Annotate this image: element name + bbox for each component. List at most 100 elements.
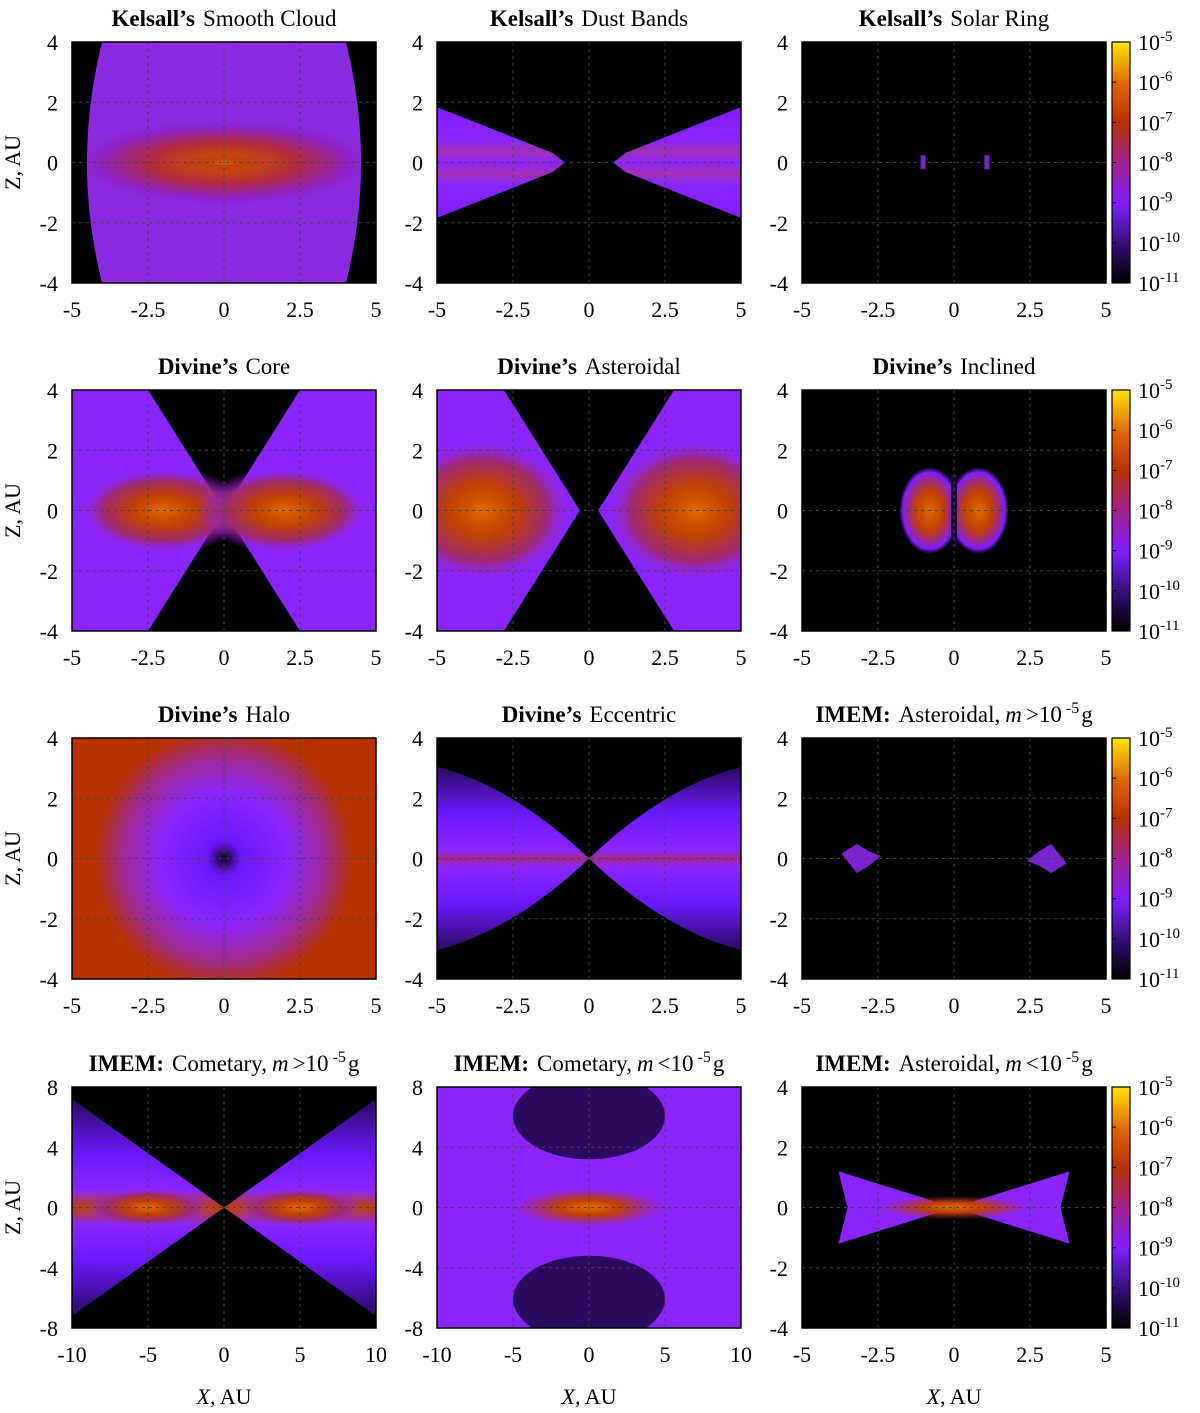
x-tick-label: -2.5: [496, 645, 531, 670]
y-tick-label: 4: [412, 30, 423, 55]
y-tick-label: 0: [412, 1196, 423, 1221]
x-tick-label: 2.5: [286, 297, 314, 322]
y-tick-label: 0: [47, 499, 58, 524]
x-tick-label: 5: [660, 1342, 671, 1367]
y-tick-label: -2: [40, 211, 58, 236]
y-tick-label: 0: [777, 847, 788, 872]
x-tick-label: 5: [1101, 297, 1112, 322]
y-tick-label: -8: [405, 1316, 423, 1341]
colorbar-tick-label: 10-5: [1138, 1074, 1173, 1100]
y-tick-label: -2: [405, 211, 423, 236]
y-tick-label: 4: [47, 1135, 58, 1160]
x-tick-label: -5: [139, 1342, 157, 1367]
x-tick-label: -5: [793, 1342, 811, 1367]
y-tick-label: 2: [777, 786, 788, 811]
colorbar: 10-5 10-6 10-7 10-8 10-9 10-10 10-11: [1111, 1074, 1180, 1341]
y-tick-label: -2: [405, 559, 423, 584]
x-tick-label: -5: [793, 645, 811, 670]
x-tick-label: 0: [584, 993, 595, 1018]
x-tick-label: 0: [219, 297, 230, 322]
y-tick-label: -4: [405, 619, 423, 644]
y-tick-label: -4: [770, 619, 788, 644]
colorbar-tick-label: 10-10: [1138, 1275, 1180, 1301]
y-tick-label: -2: [770, 211, 788, 236]
x-axis-label: X, AU: [925, 1384, 981, 1409]
x-tick-label: 5: [1101, 1342, 1112, 1367]
panel-title: Kelsall’s Smooth Cloud: [111, 6, 337, 31]
y-tick-label: 4: [777, 30, 788, 55]
plot-frame: [801, 737, 1107, 980]
colorbar-tick-label: 10-7: [1138, 457, 1173, 483]
y-tick-label: 2: [777, 90, 788, 115]
x-tick-label: -2.5: [861, 1342, 896, 1367]
y-axis-label: Z, AU: [0, 483, 25, 538]
y-axis-label: Z, AU: [0, 1180, 25, 1235]
plot-frame: [801, 41, 1107, 284]
plot-frame: [436, 389, 742, 632]
x-tick-label: 2.5: [1016, 1342, 1044, 1367]
y-tick-label: -4: [40, 1256, 58, 1281]
panel-1: Kelsall’s Dust Bands -5 -2.5 0 2.5 5 4 2 0 -2 -4: [405, 6, 747, 322]
x-tick-label: 2.5: [651, 297, 679, 322]
y-tick-label: 0: [47, 1196, 58, 1221]
plot-frame: [436, 1086, 742, 1329]
x-tick-label: 0: [949, 1342, 960, 1367]
colorbar-tick-label: 10-10: [1138, 926, 1180, 952]
y-tick-label: 0: [777, 151, 788, 176]
y-tick-label: 4: [47, 726, 58, 751]
y-tick-label: 0: [412, 847, 423, 872]
y-tick-label: 0: [777, 1196, 788, 1221]
y-tick-label: 2: [412, 438, 423, 463]
colorbar: 10-5 10-6 10-7 10-8 10-9 10-10 10-11: [1111, 725, 1180, 992]
colorbar-tick-label: 10-8: [1138, 1195, 1173, 1221]
colorbar-tick-label: 10-11: [1138, 966, 1179, 992]
panel-title: Divine’s Asteroidal: [497, 354, 680, 379]
panel-title: IMEM: Cometary, m <10 -5g: [454, 1049, 725, 1076]
y-tick-label: -4: [40, 967, 58, 992]
plot-frame: [71, 1086, 377, 1329]
x-tick-label: 10: [365, 1342, 387, 1367]
y-tick-label: 2: [412, 786, 423, 811]
x-tick-label: 5: [736, 645, 747, 670]
colorbar-tick-label: 10-7: [1138, 109, 1173, 135]
y-tick-label: 2: [47, 90, 58, 115]
y-axis-label: Z, AU: [0, 135, 25, 190]
y-tick-label: -4: [770, 1316, 788, 1341]
x-tick-label: 2.5: [651, 993, 679, 1018]
colorbar-tick-label: 10-8: [1138, 498, 1173, 524]
x-tick-label: -2.5: [861, 993, 896, 1018]
x-axis-label: X, AU: [560, 1384, 616, 1409]
panel-3: Divine’s Core -5 -2.5 0 2.5 5 4 2 0 -2 -4 Z, AU: [0, 354, 382, 670]
y-tick-label: -4: [40, 271, 58, 296]
y-tick-label: 2: [777, 1135, 788, 1160]
plot-frame: [801, 389, 1107, 632]
x-tick-label: -5: [428, 645, 446, 670]
panel-title: Divine’s Halo: [158, 702, 290, 727]
y-tick-label: -2: [40, 907, 58, 932]
x-tick-label: 0: [949, 297, 960, 322]
y-tick-label: -2: [770, 1256, 788, 1281]
x-tick-label: -2.5: [861, 297, 896, 322]
plot-frame: [71, 737, 377, 980]
panel-9: IMEM: Cometary, m >10 -5g -10 -5 0 5 10 8 4 0 -4 -8 Z, …: [0, 1049, 387, 1409]
x-tick-label: 5: [1101, 645, 1112, 670]
y-tick-label: -2: [405, 907, 423, 932]
x-tick-label: 2.5: [1016, 297, 1044, 322]
x-axis-label: X, AU: [195, 1384, 251, 1409]
colorbar-tick-label: 10-10: [1138, 578, 1180, 604]
y-tick-label: 0: [47, 151, 58, 176]
x-tick-label: 0: [949, 645, 960, 670]
colorbar-tick-label: 10-11: [1138, 618, 1179, 644]
plot-frame: [436, 737, 742, 980]
y-tick-label: 4: [777, 1075, 788, 1100]
x-tick-label: 0: [219, 993, 230, 1018]
panel-11: IMEM: Asteroidal, m <10 -5g -5 -2.5 0 2.5 5 4 2 0 -2 -…: [770, 1049, 1180, 1409]
x-tick-label: -10: [57, 1342, 86, 1367]
x-tick-label: -2.5: [496, 297, 531, 322]
colorbar-tick-label: 10-8: [1138, 846, 1173, 872]
panel-6: Divine’s Halo -5 -2.5 0 2.5 5 4 2 0 -2 -4 Z, AU: [0, 702, 382, 1018]
colorbar-tick-label: 10-5: [1138, 725, 1173, 751]
plot-frame: [801, 1086, 1107, 1329]
y-tick-label: 4: [777, 726, 788, 751]
